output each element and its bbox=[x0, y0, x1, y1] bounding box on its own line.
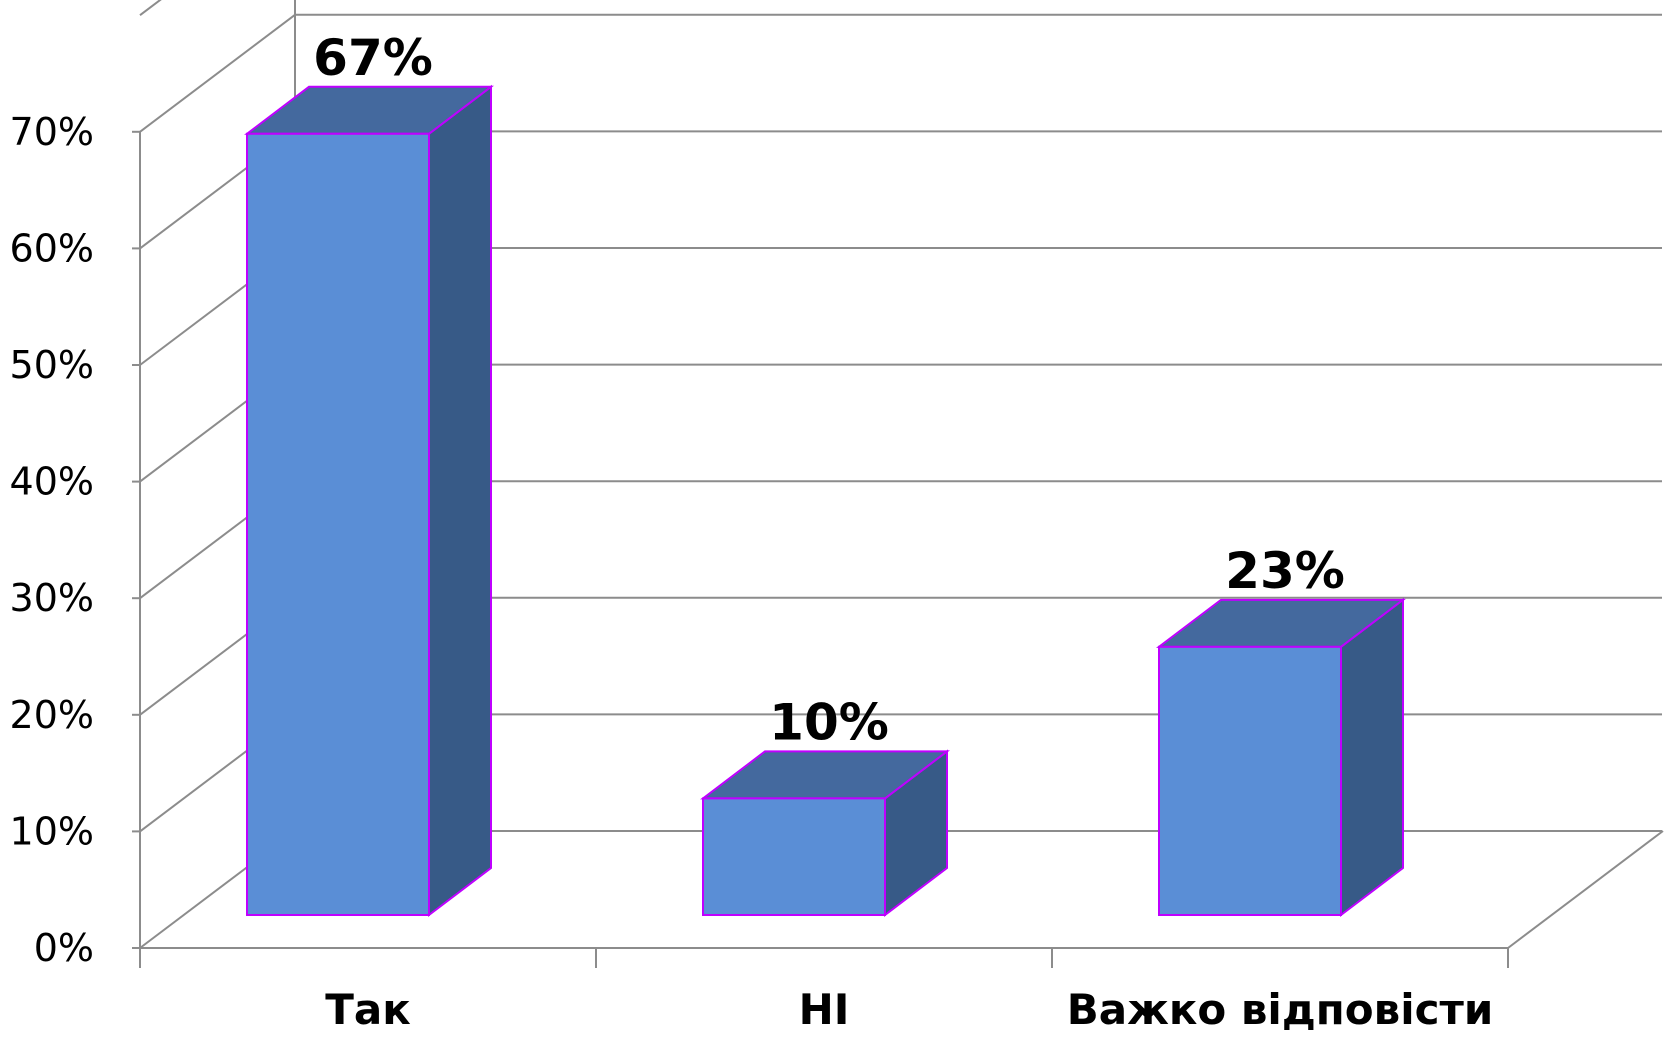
category-label: Важко відповісти bbox=[1067, 985, 1494, 1034]
gridline-diagonal bbox=[139, 0, 162, 16]
y-tick-label: 30% bbox=[10, 576, 94, 620]
bar-front-face bbox=[1158, 645, 1342, 916]
y-axis-ticks: 0% 10% 20% 30% 40% 50% 60% 70% bbox=[10, 110, 94, 970]
data-label: 67% bbox=[313, 29, 433, 87]
bar-front-face bbox=[246, 132, 430, 916]
category-label: НІ bbox=[799, 985, 850, 1034]
y-tick-label: 50% bbox=[10, 343, 94, 387]
y-tick-label: 20% bbox=[10, 693, 94, 737]
bar-front-face bbox=[702, 797, 886, 917]
bar-side-face bbox=[428, 84, 492, 918]
y-tick-label: 0% bbox=[34, 926, 94, 970]
data-label: 10% bbox=[769, 693, 889, 751]
x-axis-categories: Так НІ Важко відповісти bbox=[325, 985, 1493, 1034]
gridline-diagonal bbox=[139, 14, 296, 133]
category-label: Так bbox=[325, 985, 411, 1034]
bars bbox=[244, 84, 1406, 918]
bar-side-face bbox=[1340, 597, 1404, 918]
y-tick-label: 10% bbox=[10, 809, 94, 853]
bar bbox=[700, 749, 950, 918]
bar bbox=[1156, 597, 1406, 918]
data-labels: 67% 10% 23% bbox=[313, 29, 1345, 752]
y-tick-label: 70% bbox=[10, 110, 94, 154]
floor-right-edge bbox=[1507, 830, 1664, 949]
y-tick-label: 40% bbox=[10, 460, 94, 504]
y-tick-label: 60% bbox=[10, 226, 94, 270]
data-label: 23% bbox=[1225, 542, 1345, 600]
bar bbox=[244, 84, 494, 918]
